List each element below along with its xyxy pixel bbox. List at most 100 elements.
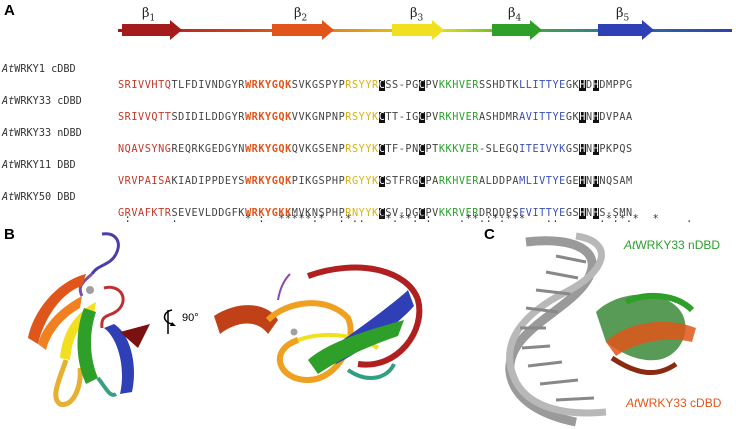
sequence-segment: RKHVER (438, 112, 479, 123)
sequence-segment: DRDDPS (478, 208, 520, 219)
ndbd-label: AtWRKY33 nDBD (624, 238, 721, 252)
alignment-row: AtWRKY11 DBD VRVPAISAKIADIPPDEYSWRKYGQKP… (0, 142, 632, 187)
consensus-line: : . * : *****:* :*.. **.**:*: .**.:*:***… (118, 214, 693, 225)
conserved-residue: H (579, 176, 586, 187)
sequence-segment: NQAVSYNG (118, 144, 172, 155)
sequence-name: AtWRKY1 cDBD (2, 64, 76, 75)
sequence-segment: PKPQS (599, 144, 633, 155)
sequence-segment: SV-DG (385, 208, 419, 219)
sequence-segment: PV (425, 208, 439, 219)
beta4-arrow (492, 20, 542, 40)
sequence-segment: KKKVER (438, 144, 479, 155)
sequence-segment: GS (565, 144, 580, 155)
conserved-residue: H (592, 112, 600, 123)
sequence-segment: AVITTYE (519, 112, 566, 123)
sequence-segment: D (585, 80, 593, 91)
sequence-segment: N (585, 208, 593, 219)
sequence-segment: -SLEGQ (478, 144, 520, 155)
conserved-residue: C (378, 80, 386, 91)
sequence-segment: DVPAA (599, 112, 633, 123)
sequence-name: AtWRKY33 cDBD (2, 96, 82, 107)
sequence-segment: RSYYK (345, 112, 379, 123)
sequence-text: GRVAFKTRSEVEVLDDGFKWRKYGKKMVKNSPHPRNYYKC… (118, 206, 633, 222)
sequence-segment: TT-IG (385, 112, 419, 123)
beta2-arrow (272, 20, 334, 40)
sequence-text: SRIVVHTQTLFDIVNDGYRWRKYGQKSVKGSPYPRSYYRC… (118, 78, 633, 94)
sequence-segment: PV (425, 112, 439, 123)
conserved-residue: H (592, 208, 600, 219)
sequence-segment: N (585, 176, 593, 187)
panel-label-a: A (4, 2, 15, 19)
sequence-segment: SRIVVHTQ (118, 80, 172, 91)
alignment-row: AtWRKY1 cDBD SRIVVHTQTLFDIVNDGYRWRKYGQKS… (0, 46, 632, 91)
sequence-text: VRVPAISAKIADIPPDEYSWRKYGQKPIKGSPHPRGYYKC… (118, 174, 633, 190)
conserved-residue: H (592, 80, 600, 91)
sequence-segment: RNYYK (345, 208, 379, 219)
conserved-residue: C (378, 144, 386, 155)
sequence-segment: GE (565, 176, 580, 187)
conserved-residue: H (579, 208, 586, 219)
sequence-segment: VRVPAISA (118, 176, 172, 187)
sequence-name: AtWRKY33 nDBD (2, 128, 82, 139)
alignment-row: AtWRKY33 nDBD NQAVSYNGREQRKGEDGYNWRKYGQK… (0, 110, 632, 155)
sequence-segment: SSHDTK (478, 80, 520, 91)
sequence-segment: WRKYGQK (245, 144, 292, 155)
sequence-segment: GS (565, 208, 580, 219)
conserved-residue: C (418, 208, 426, 219)
sequence-segment: WRKYGQK (245, 80, 292, 91)
sequence-segment: S-SMN (599, 208, 633, 219)
sequence-segment: SS-PG (385, 80, 419, 91)
conserved-residue: H (592, 144, 600, 155)
sequence-segment: GK (565, 112, 580, 123)
sequence-segment: STFRG (385, 176, 419, 187)
strand-gradient-line (118, 20, 732, 40)
conserved-residue: C (378, 176, 386, 187)
sequence-segment: TLFDIVNDGYR (171, 80, 245, 91)
sequence-segment: PV (425, 80, 439, 91)
panel-label-b: B (4, 226, 15, 243)
conserved-residue: C (378, 112, 386, 123)
beta5-label: β5 (616, 6, 630, 24)
sequence-segment: SVKGSPYP (291, 80, 346, 91)
sequence-segment: ASHDMR (478, 112, 520, 123)
sequence-segment: WRKYGQK (245, 112, 292, 123)
cdbd-label: AtWRKY33 cDBD (626, 396, 722, 410)
conserved-residue: C (418, 144, 426, 155)
protein-ribbon-top-view (214, 264, 423, 384)
sequence-segment: PT (425, 144, 439, 155)
beta4-label: β4 (508, 6, 522, 24)
alignment-row: AtWRKY33 cDBD SRIVVQTTSDIDILDDGYRWRKYGQK… (0, 78, 632, 123)
sequence-segment: SEVEVLDDGFK (171, 208, 245, 219)
panel-label-c: C (484, 226, 495, 243)
sequence-segment: WRKYGQK (245, 176, 292, 187)
sequence-segment: ALDDPA (478, 176, 520, 187)
sequence-segment: RSYYK (345, 144, 379, 155)
sequence-segment: KKHVER (438, 80, 479, 91)
beta3-label: β3 (410, 6, 424, 24)
conserved-residue: H (592, 176, 600, 187)
beta3-arrow (392, 20, 444, 40)
sequence-segment: PA (425, 176, 439, 187)
beta1-label: β1 (142, 6, 156, 24)
sequence-segment: MVKNSPHP (291, 208, 346, 219)
protein-ribbon-side-view (28, 232, 150, 407)
sequence-segment: REQRKGEDGYN (171, 144, 245, 155)
rotation-label: 90° (182, 312, 199, 324)
rotate-arrow-icon (163, 309, 176, 334)
beta1-arrow (122, 20, 182, 40)
conserved-residue: H (579, 112, 586, 123)
conserved-residue: C (418, 80, 426, 91)
sequence-segment: RSYYR (345, 80, 379, 91)
sequence-segment: LLITTYE (519, 80, 566, 91)
sequence-name: AtWRKY11 DBD (2, 160, 76, 171)
sequence-segment: SDIDILDDGYR (171, 112, 245, 123)
beta5-arrow (598, 20, 654, 40)
sequence-segment: KIADIPPDEYS (171, 176, 245, 187)
sequence-segment: VVKGNPNP (291, 112, 346, 123)
conserved-residue: C (378, 208, 386, 219)
sequence-segment: ITEIVYK (519, 144, 566, 155)
conserved-residue: H (579, 80, 586, 91)
sequence-segment: NQSAM (599, 176, 633, 187)
sequence-segment: GRVAFKTR (118, 208, 172, 219)
sequence-segment: PIKGSPHP (291, 176, 346, 187)
